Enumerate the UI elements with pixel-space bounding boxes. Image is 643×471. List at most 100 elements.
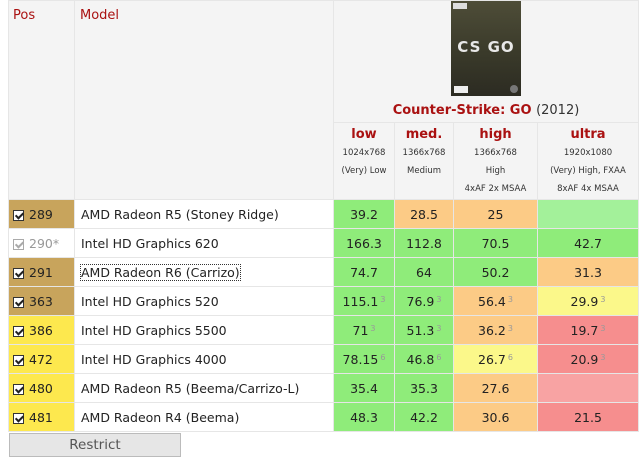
- benchmark-count: 6: [436, 352, 442, 362]
- benchmark-count: 6: [380, 352, 386, 362]
- table-row: 386 Intel HD Graphics 5500 71 3 51.3 3 36.2 3 19…: [8, 315, 639, 345]
- fps-value: 31.3: [574, 264, 602, 280]
- model-cell[interactable]: AMD Radeon R5 (Stoney Ridge): [74, 199, 334, 229]
- model-link[interactable]: AMD Radeon R5 (Stoney Ridge): [81, 206, 279, 222]
- fps-value: 112.8: [406, 235, 442, 251]
- setting-header-3: ultra 1920x1080 (Very) High, FXAA 8xAF 4x M…: [537, 122, 639, 200]
- setting-res: 1024x768: [342, 148, 386, 158]
- fps-value: 42.7: [574, 235, 602, 251]
- setting-name[interactable]: med.: [405, 127, 443, 142]
- fps-cell: 36.2 3: [453, 315, 538, 345]
- model-cell[interactable]: AMD Radeon R6 (Carrizo): [74, 257, 334, 287]
- model-cell[interactable]: Intel HD Graphics 4000: [74, 344, 334, 374]
- setting-header-1: med. 1366x768 Medium: [394, 122, 454, 200]
- pos-cell: 291: [8, 257, 75, 287]
- fps-value: 78.15: [342, 351, 379, 367]
- fps-value: 28.5: [410, 206, 438, 222]
- setting-name[interactable]: low: [351, 127, 377, 142]
- setting-extra: 8xAF 4x MSAA: [557, 184, 619, 194]
- model-link[interactable]: Intel HD Graphics 5500: [81, 322, 227, 338]
- restrict-button[interactable]: Restrict: [9, 433, 181, 457]
- fps-cell: 76.9 3: [394, 286, 454, 316]
- game-title[interactable]: Counter-Strike: GO (2012): [334, 103, 638, 122]
- model-link[interactable]: Intel HD Graphics 4000: [81, 351, 227, 367]
- row-checkbox[interactable]: [13, 296, 24, 308]
- fps-cell: 115.1 3: [333, 286, 395, 316]
- model-cell[interactable]: Intel HD Graphics 5500: [74, 315, 334, 345]
- fps-cell: 42.7: [537, 228, 639, 258]
- benchmark-count: 3: [436, 323, 442, 333]
- fps-cell: 70.5: [453, 228, 538, 258]
- row-checkbox[interactable]: [13, 325, 24, 337]
- game-cover-image[interactable]: CS GO: [451, 1, 521, 96]
- setting-name[interactable]: ultra: [570, 127, 606, 142]
- fps-value: 48.3: [350, 409, 378, 425]
- fps-value: 21.5: [574, 409, 602, 425]
- fps-cell: 29.9 3: [537, 286, 639, 316]
- model-cell[interactable]: AMD Radeon R4 (Beema): [74, 402, 334, 432]
- fps-value: 70.5: [481, 235, 510, 251]
- fps-value: 35.3: [410, 380, 438, 396]
- fps-cell: 21.5: [537, 402, 639, 432]
- fps-value: 26.7: [478, 351, 506, 367]
- pos-value: 291: [29, 264, 53, 280]
- pos-cell: 480: [8, 373, 75, 403]
- benchmark-count: 6: [507, 352, 513, 362]
- setting-quality: Medium: [407, 166, 441, 176]
- model-link[interactable]: Intel HD Graphics 520: [81, 293, 219, 309]
- fps-value: 27.6: [481, 380, 510, 396]
- fps-value: 19.7: [570, 322, 599, 338]
- fps-cell: 56.4 3: [453, 286, 538, 316]
- fps-value: 29.9: [570, 293, 599, 309]
- model-cell[interactable]: Intel HD Graphics 520: [74, 286, 334, 316]
- fps-value: 51.3: [406, 322, 435, 338]
- fps-cell: 42.2: [394, 402, 454, 432]
- benchmark-count: 3: [600, 352, 606, 362]
- row-checkbox[interactable]: [13, 267, 24, 279]
- benchmark-count: 3: [436, 294, 442, 304]
- pos-cell: 363: [8, 286, 75, 316]
- fps-cell: 46.8 6: [394, 344, 454, 374]
- fps-cell: 30.6: [453, 402, 538, 432]
- table-row: 291 AMD Radeon R6 (Carrizo) 74.7 64 50.2 31.3: [8, 257, 639, 287]
- model-column-header[interactable]: Model: [74, 0, 334, 200]
- model-cell[interactable]: Intel HD Graphics 620: [74, 228, 334, 258]
- fps-cell: 31.3: [537, 257, 639, 287]
- table-row: 480 AMD Radeon R5 (Beema/Carrizo-L) 35.4 35…: [8, 373, 639, 403]
- fps-cell: 78.15 6: [333, 344, 395, 374]
- fps-cell: [537, 373, 639, 403]
- model-link[interactable]: AMD Radeon R6 (Carrizo): [80, 263, 241, 281]
- row-checkbox[interactable]: [13, 238, 24, 250]
- table-row: 472 Intel HD Graphics 4000 78.15 6 46.8 6 26.7…: [8, 344, 639, 374]
- model-header-label: Model: [80, 8, 120, 23]
- model-link[interactable]: Intel HD Graphics 620: [81, 235, 219, 251]
- setting-extra: 4xAF 2x MSAA: [464, 184, 527, 194]
- pos-value: 472: [29, 351, 53, 367]
- fps-value: 115.1: [342, 293, 379, 309]
- benchmark-count: 3: [600, 323, 606, 333]
- benchmark-count: 3: [507, 294, 513, 304]
- fps-cell: [537, 199, 639, 229]
- fps-value: 71: [352, 322, 369, 338]
- pos-value: 363: [29, 293, 53, 309]
- fps-cell: 28.5: [394, 199, 454, 229]
- row-checkbox[interactable]: [13, 354, 24, 366]
- fps-cell: 35.4: [333, 373, 395, 403]
- pos-cell: 290*: [8, 228, 75, 258]
- model-cell[interactable]: AMD Radeon R5 (Beema/Carrizo-L): [74, 373, 334, 403]
- model-link[interactable]: AMD Radeon R4 (Beema): [81, 409, 240, 425]
- game-header: CS GO Counter-Strike: GO (2012): [333, 0, 639, 123]
- fps-value: 64: [416, 264, 432, 280]
- fps-value: 35.4: [350, 380, 378, 396]
- pos-column-header[interactable]: Pos: [8, 0, 75, 200]
- benchmark-count: 3: [507, 323, 513, 333]
- row-checkbox[interactable]: [13, 209, 24, 221]
- fps-cell: 25: [453, 199, 538, 229]
- row-checkbox[interactable]: [13, 383, 24, 395]
- fps-cell: 27.6: [453, 373, 538, 403]
- benchmark-table: Pos Model CS GO Counter-Strike: GO (2012…: [8, 0, 639, 432]
- setting-name[interactable]: high: [479, 127, 512, 142]
- row-checkbox[interactable]: [13, 412, 24, 424]
- fps-value: 50.2: [481, 264, 510, 280]
- model-link[interactable]: AMD Radeon R5 (Beema/Carrizo-L): [81, 380, 300, 396]
